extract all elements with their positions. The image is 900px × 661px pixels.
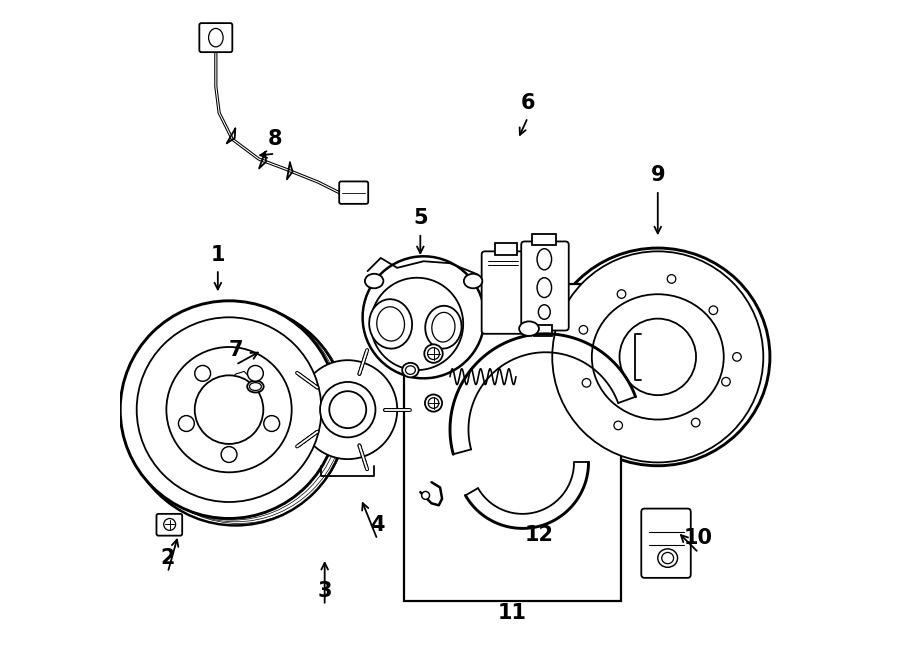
Ellipse shape: [166, 347, 292, 473]
Ellipse shape: [363, 256, 484, 378]
Ellipse shape: [298, 360, 397, 459]
Ellipse shape: [264, 416, 280, 432]
Text: 8: 8: [268, 129, 283, 149]
Text: 1: 1: [211, 245, 225, 264]
Ellipse shape: [464, 274, 482, 288]
Text: 12: 12: [525, 525, 554, 545]
Ellipse shape: [178, 416, 194, 432]
Bar: [535, 325, 552, 336]
Ellipse shape: [402, 363, 418, 377]
Ellipse shape: [424, 344, 443, 363]
Ellipse shape: [592, 294, 724, 420]
Ellipse shape: [221, 447, 237, 463]
Text: 6: 6: [520, 93, 536, 113]
Ellipse shape: [425, 306, 462, 348]
Ellipse shape: [121, 301, 338, 518]
Text: 5: 5: [413, 208, 428, 228]
Ellipse shape: [658, 549, 678, 567]
FancyBboxPatch shape: [521, 241, 569, 330]
Ellipse shape: [364, 274, 383, 288]
Text: 4: 4: [370, 515, 384, 535]
FancyBboxPatch shape: [339, 181, 368, 204]
Ellipse shape: [329, 391, 366, 428]
Ellipse shape: [320, 382, 375, 438]
FancyBboxPatch shape: [482, 251, 525, 334]
Bar: [533, 234, 556, 245]
Ellipse shape: [125, 305, 346, 525]
Ellipse shape: [194, 375, 264, 444]
Text: 11: 11: [499, 603, 527, 623]
Ellipse shape: [519, 321, 539, 336]
Ellipse shape: [194, 366, 211, 381]
Ellipse shape: [248, 381, 264, 393]
Text: 10: 10: [684, 528, 713, 548]
Ellipse shape: [425, 395, 442, 412]
Ellipse shape: [369, 299, 412, 348]
Ellipse shape: [553, 251, 763, 463]
Text: 7: 7: [229, 340, 243, 360]
FancyBboxPatch shape: [642, 508, 691, 578]
Bar: [404, 284, 622, 601]
Bar: [495, 243, 517, 254]
FancyBboxPatch shape: [157, 514, 182, 535]
Ellipse shape: [248, 366, 264, 381]
Ellipse shape: [371, 278, 464, 370]
Text: 2: 2: [160, 548, 175, 568]
Ellipse shape: [421, 491, 429, 499]
Ellipse shape: [545, 248, 770, 466]
Text: 9: 9: [651, 165, 665, 186]
FancyBboxPatch shape: [199, 23, 232, 52]
Ellipse shape: [619, 319, 696, 395]
Ellipse shape: [137, 317, 321, 502]
Text: 3: 3: [318, 581, 332, 601]
